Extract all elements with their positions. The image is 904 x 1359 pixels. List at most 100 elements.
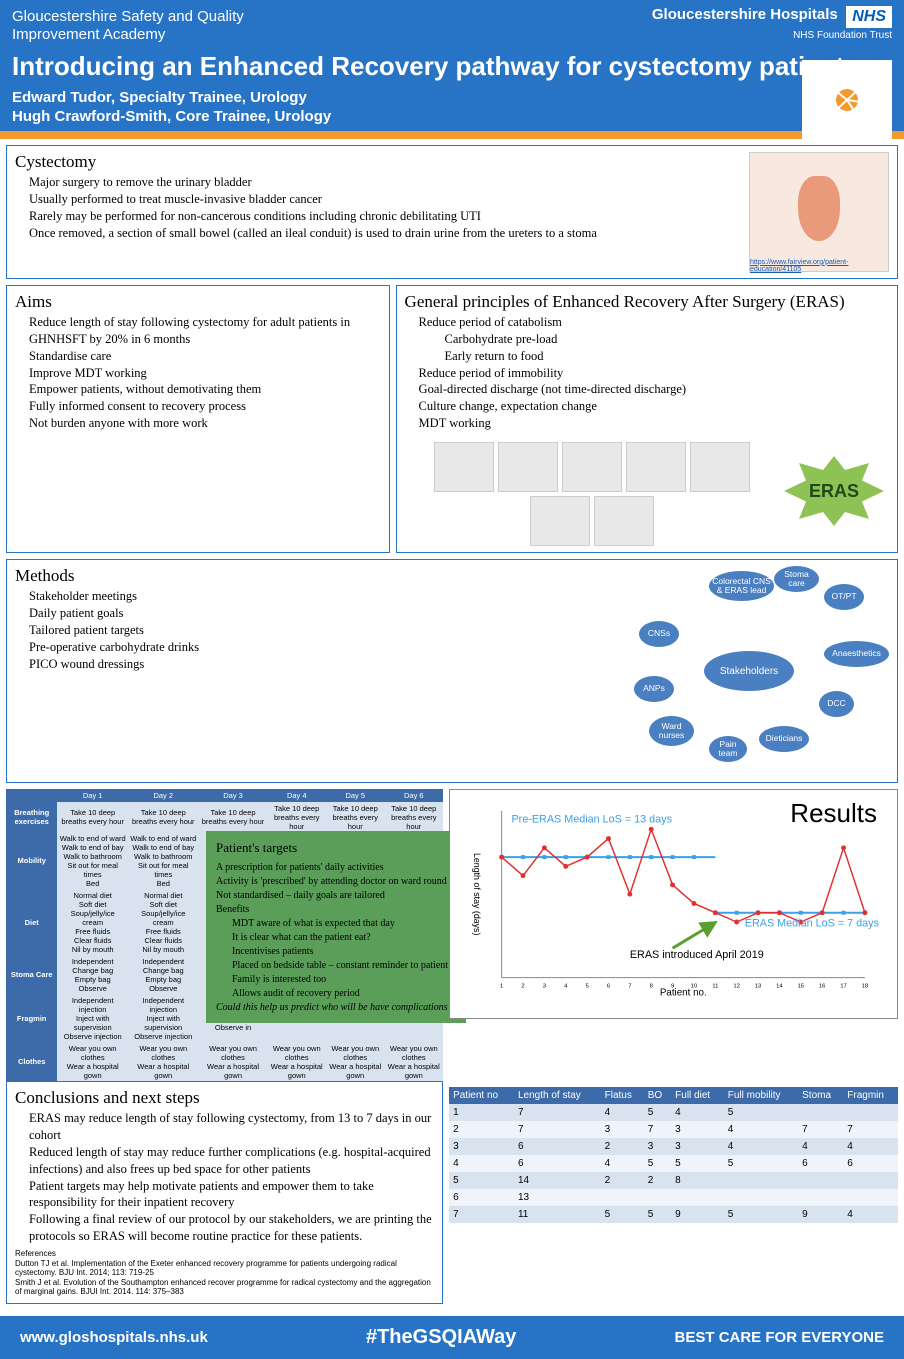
list-item: Early return to food [405, 348, 889, 365]
nhs-trust-text: NHS Foundation Trust [652, 30, 892, 41]
svg-text:3: 3 [543, 983, 547, 989]
footer: www.gloshospitals.nhs.uk #TheGSQIAWay BE… [0, 1316, 904, 1359]
list-item: Improve MDT working [15, 365, 381, 382]
patient-targets-overlay: Patient's targets A prescription for pat… [206, 831, 466, 1023]
pt-line: MDT aware of what is expected that day [216, 917, 456, 931]
aims-heading: Aims [15, 292, 381, 312]
pt-line: Not standardised – daily goals are tailo… [216, 889, 456, 903]
aims-list: Reduce length of stay following cystecto… [15, 314, 381, 432]
svg-text:Length of stay (days): Length of stay (days) [472, 853, 482, 936]
pt-line: Activity is 'prescribed' by attending do… [216, 875, 456, 889]
list-item: Goal-directed discharge (not time-direct… [405, 381, 889, 398]
stakeholder-node: ANPs [634, 676, 674, 702]
stakeholder-node: Anaesthetics [824, 641, 889, 667]
stakeholder-node: Stoma care [774, 566, 819, 592]
list-item: Reduce length of stay following cystecto… [15, 314, 381, 348]
svg-text:18: 18 [862, 983, 869, 989]
list-item: Stakeholder meetings [15, 588, 382, 605]
svg-text:10: 10 [691, 983, 698, 989]
references: References Dutton TJ et al. Implementati… [15, 1249, 434, 1297]
footer-slogan: BEST CARE FOR EVERYONE [675, 1329, 884, 1346]
methods-heading: Methods [15, 566, 382, 586]
content-area: https://www.fairview.org/patient-educati… [0, 139, 904, 1316]
results-table-container: Patient noLength of stayFlatusBOFull die… [449, 1081, 898, 1310]
pt-line: Allows audit of recovery period [216, 987, 456, 1001]
list-item: Carbohydrate pre-load [405, 331, 889, 348]
poster-title: Introducing an Enhanced Recovery pathway… [12, 52, 892, 82]
stakeholder-node: Dieticians [759, 726, 809, 752]
cystectomy-box: https://www.fairview.org/patient-educati… [6, 145, 898, 279]
patient-targets-heading: Patient's targets [216, 839, 456, 857]
svg-text:17: 17 [840, 983, 847, 989]
svg-text:ERAS introduced April 2019: ERAS introduced April 2019 [630, 949, 764, 961]
network-icon [802, 60, 892, 140]
list-item: PICO wound dressings [15, 656, 382, 673]
pt-line: It is clear what can the patient eat? [216, 931, 456, 945]
author-1: Edward Tudor, Specialty Trainee, Urology [12, 88, 892, 108]
svg-text:9: 9 [671, 983, 674, 989]
svg-text:7: 7 [628, 983, 631, 989]
svg-text:8: 8 [650, 983, 654, 989]
svg-text:16: 16 [819, 983, 826, 989]
list-item: Reduced length of stay may reduce furthe… [15, 1144, 434, 1178]
eras-images [405, 442, 779, 546]
conclusions-box: Conclusions and next steps ERAS may redu… [6, 1081, 443, 1304]
list-item: Reduce period of catabolism [405, 314, 889, 331]
patient-targets-italic: Could this help us predict who will be h… [216, 1001, 456, 1015]
stakeholder-node: CNSs [639, 621, 679, 647]
nhs-hospitals-text: Gloucestershire Hospitals [652, 6, 838, 23]
svg-text:14: 14 [776, 983, 783, 989]
results-container: Results Length of stay (days) Pre-ERAS M… [449, 789, 898, 1081]
daily-targets-container: Day 1Day 2Day 3Day 4Day 5Day 6Breathing … [6, 789, 443, 1081]
list-item: Fully informed consent to recovery proce… [15, 398, 381, 415]
anatomy-source-link[interactable]: https://www.fairview.org/patient-educati… [750, 259, 890, 273]
eras-heading: General principles of Enhanced Recovery … [405, 292, 889, 312]
stakeholder-center: Stakeholders [704, 651, 794, 691]
results-chart: Results Length of stay (days) Pre-ERAS M… [449, 789, 898, 1019]
svg-text:1: 1 [500, 983, 503, 989]
pt-line: Incentivises patients [216, 945, 456, 959]
nhs-branding: Gloucestershire Hospitals NHS NHS Founda… [652, 6, 892, 41]
svg-text:12: 12 [734, 983, 741, 989]
pt-line: A prescription for patients' daily activ… [216, 861, 456, 875]
svg-text:Patient no.: Patient no. [660, 987, 707, 998]
svg-text:13: 13 [755, 983, 762, 989]
results-data-table: Patient noLength of stayFlatusBOFull die… [449, 1087, 898, 1223]
svg-text:11: 11 [712, 983, 718, 989]
header: Gloucestershire Safety and Quality Impro… [0, 0, 904, 131]
ref-2: Smith J et al. Evolution of the Southamp… [15, 1278, 434, 1297]
eras-list: Reduce period of catabolismCarbohydrate … [405, 314, 889, 432]
methods-box: Methods Stakeholder meetingsDaily patien… [6, 559, 898, 783]
list-item: Following a final review of our protocol… [15, 1211, 434, 1245]
refs-heading: References [15, 1249, 434, 1259]
list-item: Empower patients, without demotivating t… [15, 381, 381, 398]
svg-text:ERAS Median LoS = 7 days: ERAS Median LoS = 7 days [745, 917, 880, 929]
list-item: ERAS may reduce length of stay following… [15, 1110, 434, 1144]
anatomy-diagram: https://www.fairview.org/patient-educati… [749, 152, 889, 272]
stakeholder-diagram: Stakeholders Colorectal CNS & ERAS leadS… [609, 566, 889, 776]
svg-text:2: 2 [521, 983, 524, 989]
authors: Edward Tudor, Specialty Trainee, Urology… [12, 88, 892, 127]
stakeholder-node: Ward nurses [649, 716, 694, 746]
aims-box: Aims Reduce length of stay following cys… [6, 285, 390, 553]
svg-text:5: 5 [586, 983, 590, 989]
list-item: Standardise care [15, 348, 381, 365]
svg-text:15: 15 [798, 983, 805, 989]
footer-hashtag: #TheGSQIAWay [366, 1326, 516, 1349]
list-item: Pre-operative carbohydrate drinks [15, 639, 382, 656]
results-title: Results [790, 798, 877, 829]
stakeholder-node: OT/PT [824, 584, 864, 610]
author-2: Hugh Crawford-Smith, Core Trainee, Urolo… [12, 107, 892, 127]
list-item: Tailored patient targets [15, 622, 382, 639]
nhs-logo: NHS [846, 6, 892, 28]
pt-line: Benefits [216, 903, 456, 917]
footer-url[interactable]: www.gloshospitals.nhs.uk [20, 1329, 208, 1346]
conclusions-heading: Conclusions and next steps [15, 1088, 434, 1108]
conclusions-list: ERAS may reduce length of stay following… [15, 1110, 434, 1245]
pt-line: Family is interested too [216, 973, 456, 987]
stakeholder-node: DCC [819, 691, 854, 717]
stakeholder-node: Pain team [709, 736, 747, 762]
svg-text:Pre-ERAS Median LoS = 13 days: Pre-ERAS Median LoS = 13 days [512, 814, 673, 826]
eras-burst-icon: ERAS [784, 456, 884, 526]
list-item: Daily patient goals [15, 605, 382, 622]
